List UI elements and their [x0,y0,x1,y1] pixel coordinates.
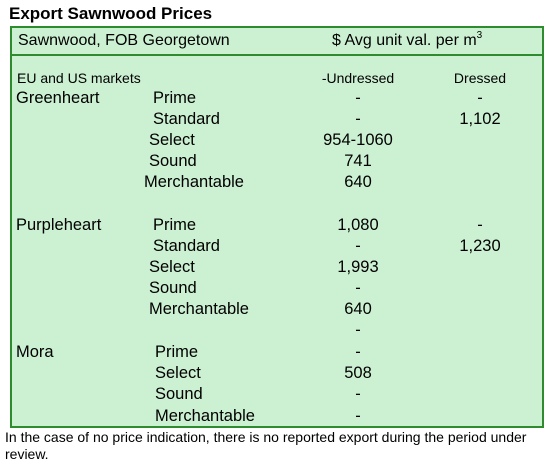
grade-label: Merchantable [155,407,255,425]
undressed-value: - [355,110,361,128]
subheader-market: EU and US markets [17,70,141,86]
grade-label: Merchantable [149,300,249,318]
undressed-value: 1,993 [337,258,379,276]
dressed-value: - [477,89,483,107]
grade-label: Select [155,364,201,382]
undressed-value: - [355,321,361,339]
grade-label: Prime [155,343,199,361]
undressed-value: 640 [344,300,372,318]
grade-label: Sound [149,152,197,170]
grade-label: Select [149,131,195,149]
species-label: Mora [16,343,54,361]
undressed-value: - [355,343,361,361]
price-table: Sawnwood, FOB Georgetown $ Avg unit val.… [10,26,544,428]
dressed-value: 1,102 [459,110,501,128]
footnote: In the case of no price indication, ther… [5,429,527,462]
undressed-value: 640 [344,173,372,191]
header-unit-superscript: 3 [476,30,483,41]
grade-label: Merchantable [144,173,244,191]
species-label: Purpleheart [16,216,102,234]
undressed-value: 954-1060 [323,131,393,149]
undressed-value: - [355,385,361,403]
undressed-value: 1,080 [337,216,379,234]
species-label: Greenheart [16,89,100,107]
undressed-value: 508 [344,364,372,382]
grade-label: Standard [153,110,220,128]
grade-label: Standard [153,237,220,255]
undressed-value: - [355,407,361,425]
grade-label: Select [149,258,195,276]
undressed-value: - [355,89,361,107]
header-unit-text: $ Avg unit val. per m [332,32,477,49]
grade-label: Sound [149,279,197,297]
subheader-dressed: Dressed [453,70,507,86]
grade-label: Prime [153,216,197,234]
grade-label: Sound [155,385,203,403]
header-unit: $ Avg unit val. per m3 [332,30,483,49]
header-location: Sawnwood, FOB Georgetown [18,32,230,49]
undressed-value: - [355,237,361,255]
table-header-row: Sawnwood, FOB Georgetown $ Avg unit val.… [12,28,542,56]
dressed-value: 1,230 [459,237,501,255]
grade-label: Prime [153,89,197,107]
undressed-value: 741 [344,152,372,170]
undressed-value: - [355,279,361,297]
page-title: Export Sawnwood Prices [9,4,213,23]
subheader-undressed: -Undressed [321,70,395,86]
dressed-value: - [477,216,483,234]
